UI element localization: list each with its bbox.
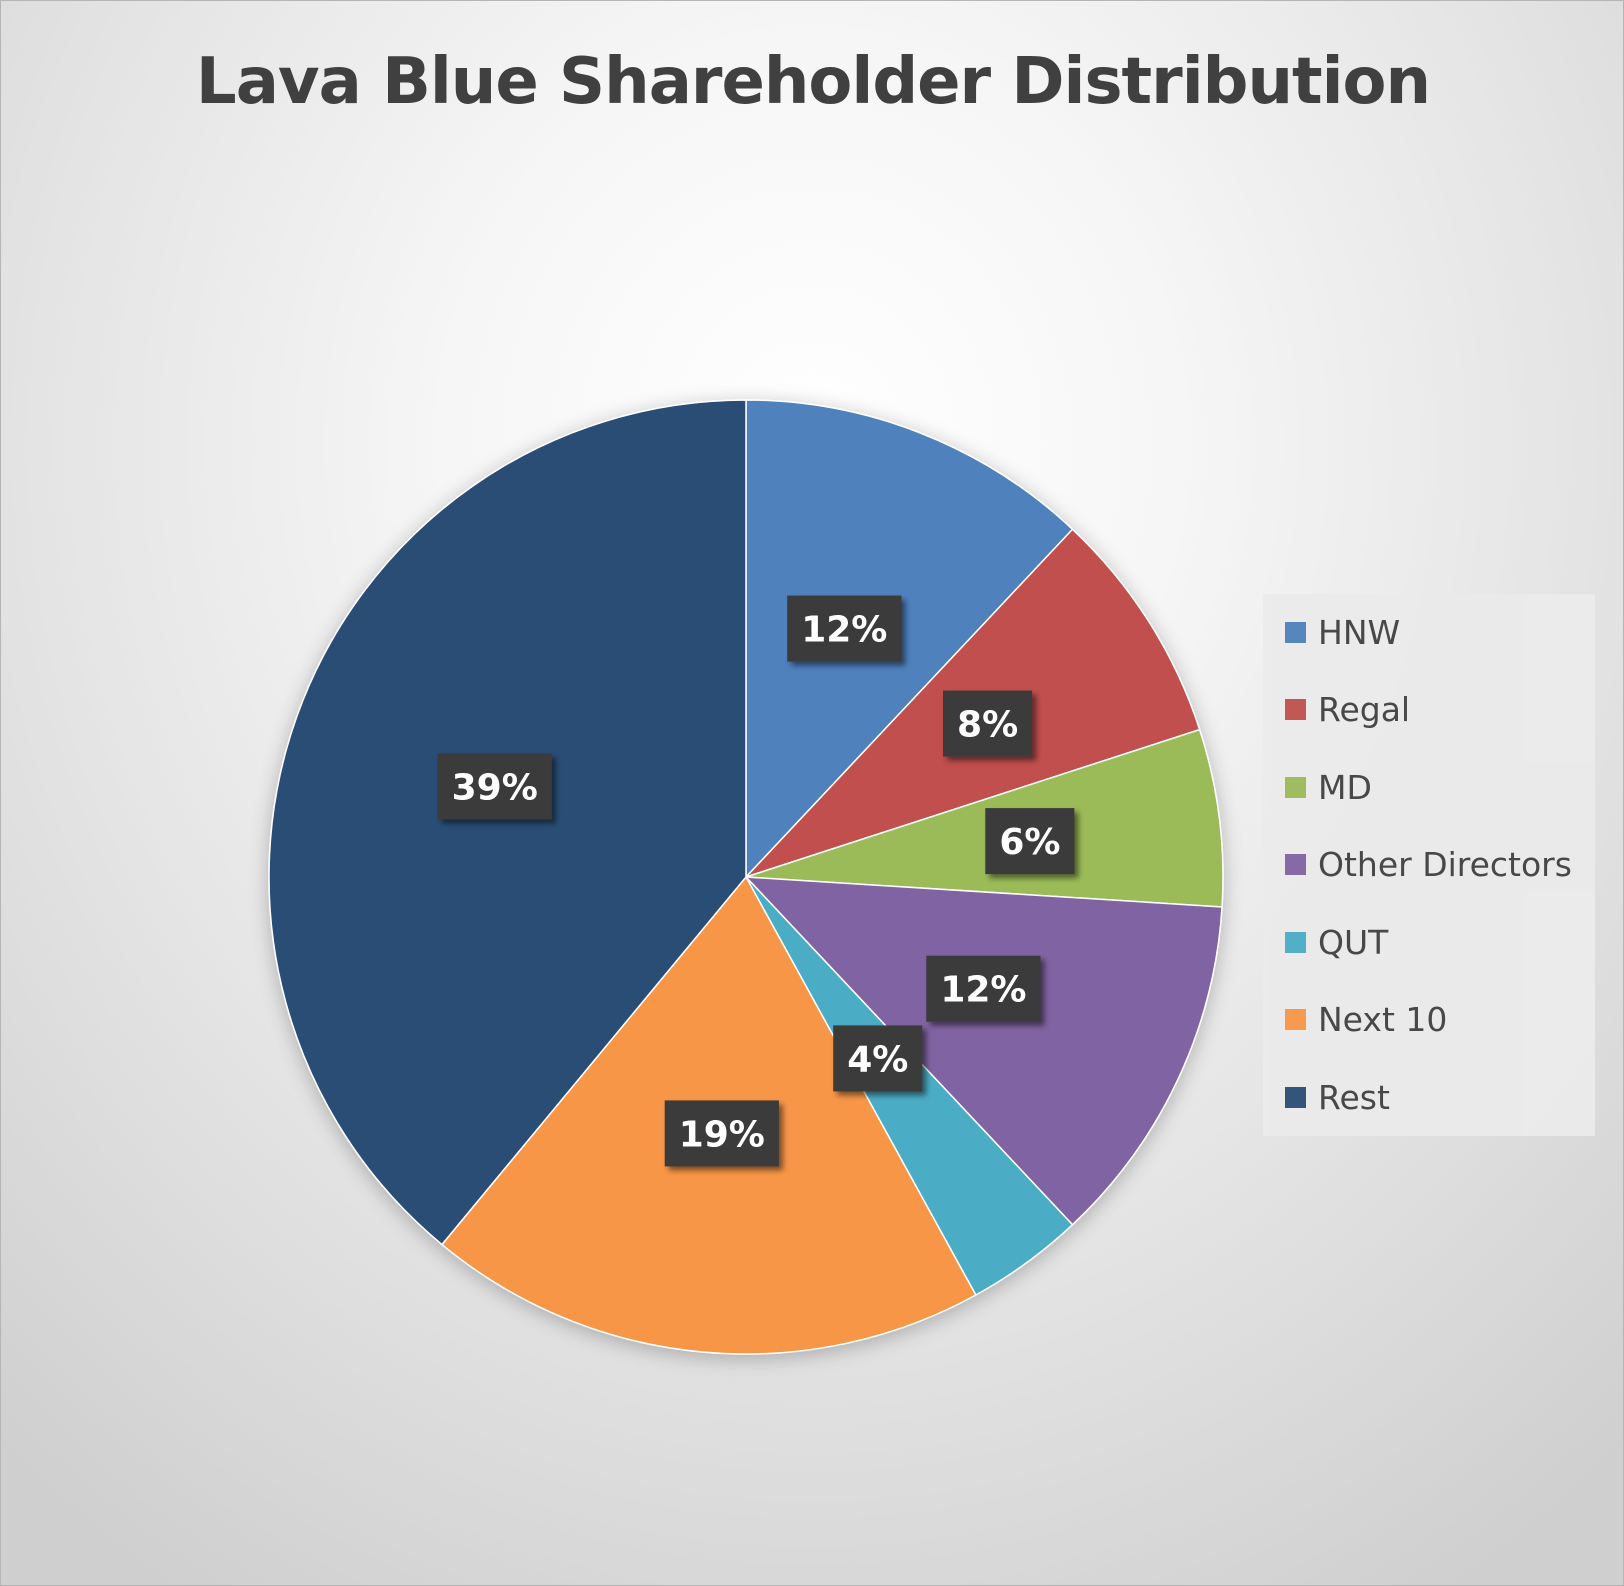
data-label-qut: 4% xyxy=(833,1025,923,1092)
legend-swatch xyxy=(1285,621,1306,643)
data-label-text: 39% xyxy=(452,768,538,809)
data-label-box xyxy=(437,753,552,820)
pie-slices xyxy=(268,399,1224,1355)
legend-label: HNW xyxy=(1318,612,1401,652)
legend-swatch xyxy=(1285,931,1306,953)
legend-label: MD xyxy=(1318,767,1372,807)
chart-title: Lava Blue Shareholder Distribution xyxy=(195,45,1431,119)
data-label-text: 12% xyxy=(940,970,1026,1011)
legend-swatch xyxy=(1285,854,1306,875)
data-label-md: 6% xyxy=(985,808,1075,875)
data-label-box xyxy=(833,1025,923,1092)
pie-slice-md xyxy=(745,728,1224,908)
legend-swatch xyxy=(1285,1086,1306,1108)
data-label-hnw: 12% xyxy=(787,595,902,662)
data-label-text: 12% xyxy=(801,610,887,651)
pie-slice-hnw xyxy=(745,399,1074,879)
legend-item-qut: QUT xyxy=(1285,922,1388,962)
legend-item-other-directors: Other Directors xyxy=(1285,845,1572,885)
legend: HNW Regal MD Other Directors QUT Next 10 Rest xyxy=(1263,594,1595,1136)
legend-item-regal: Regal xyxy=(1285,690,1410,730)
legend-item-hnw: HNW xyxy=(1285,612,1400,652)
legend-label: Regal xyxy=(1318,690,1411,729)
pie-slice-rest xyxy=(268,399,747,1246)
data-label-box xyxy=(985,808,1075,875)
legend-swatch xyxy=(1285,699,1306,720)
legend-item-rest: Rest xyxy=(1285,1077,1390,1117)
data-label-other-directors: 12% xyxy=(926,955,1041,1022)
data-label-box xyxy=(787,595,902,662)
legend-label: Rest xyxy=(1318,1077,1390,1117)
legend-label: Other Directors xyxy=(1318,845,1572,884)
data-label-rest: 39% xyxy=(437,753,552,820)
data-label-box xyxy=(926,955,1041,1022)
legend-item-md: MD xyxy=(1285,767,1372,807)
pie-data-labels: 12% 8% 6% 12% 4% 19% 39% xyxy=(437,595,1075,1167)
pie-slice-other-directors xyxy=(744,876,1223,1226)
data-label-text: 8% xyxy=(957,705,1018,746)
legend-label: QUT xyxy=(1318,922,1389,962)
data-label-next-10: 19% xyxy=(664,1100,779,1167)
legend-item-next-10: Next 10 xyxy=(1285,1000,1447,1040)
data-label-regal: 8% xyxy=(943,690,1033,757)
legend-label: Next 10 xyxy=(1318,1000,1448,1039)
legend-swatch xyxy=(1285,776,1306,798)
data-label-box xyxy=(664,1100,779,1167)
data-label-text: 4% xyxy=(847,1039,908,1080)
legend-swatch xyxy=(1285,1009,1306,1030)
data-label-text: 19% xyxy=(679,1114,765,1155)
data-label-box xyxy=(943,690,1033,757)
data-label-text: 6% xyxy=(999,822,1060,863)
